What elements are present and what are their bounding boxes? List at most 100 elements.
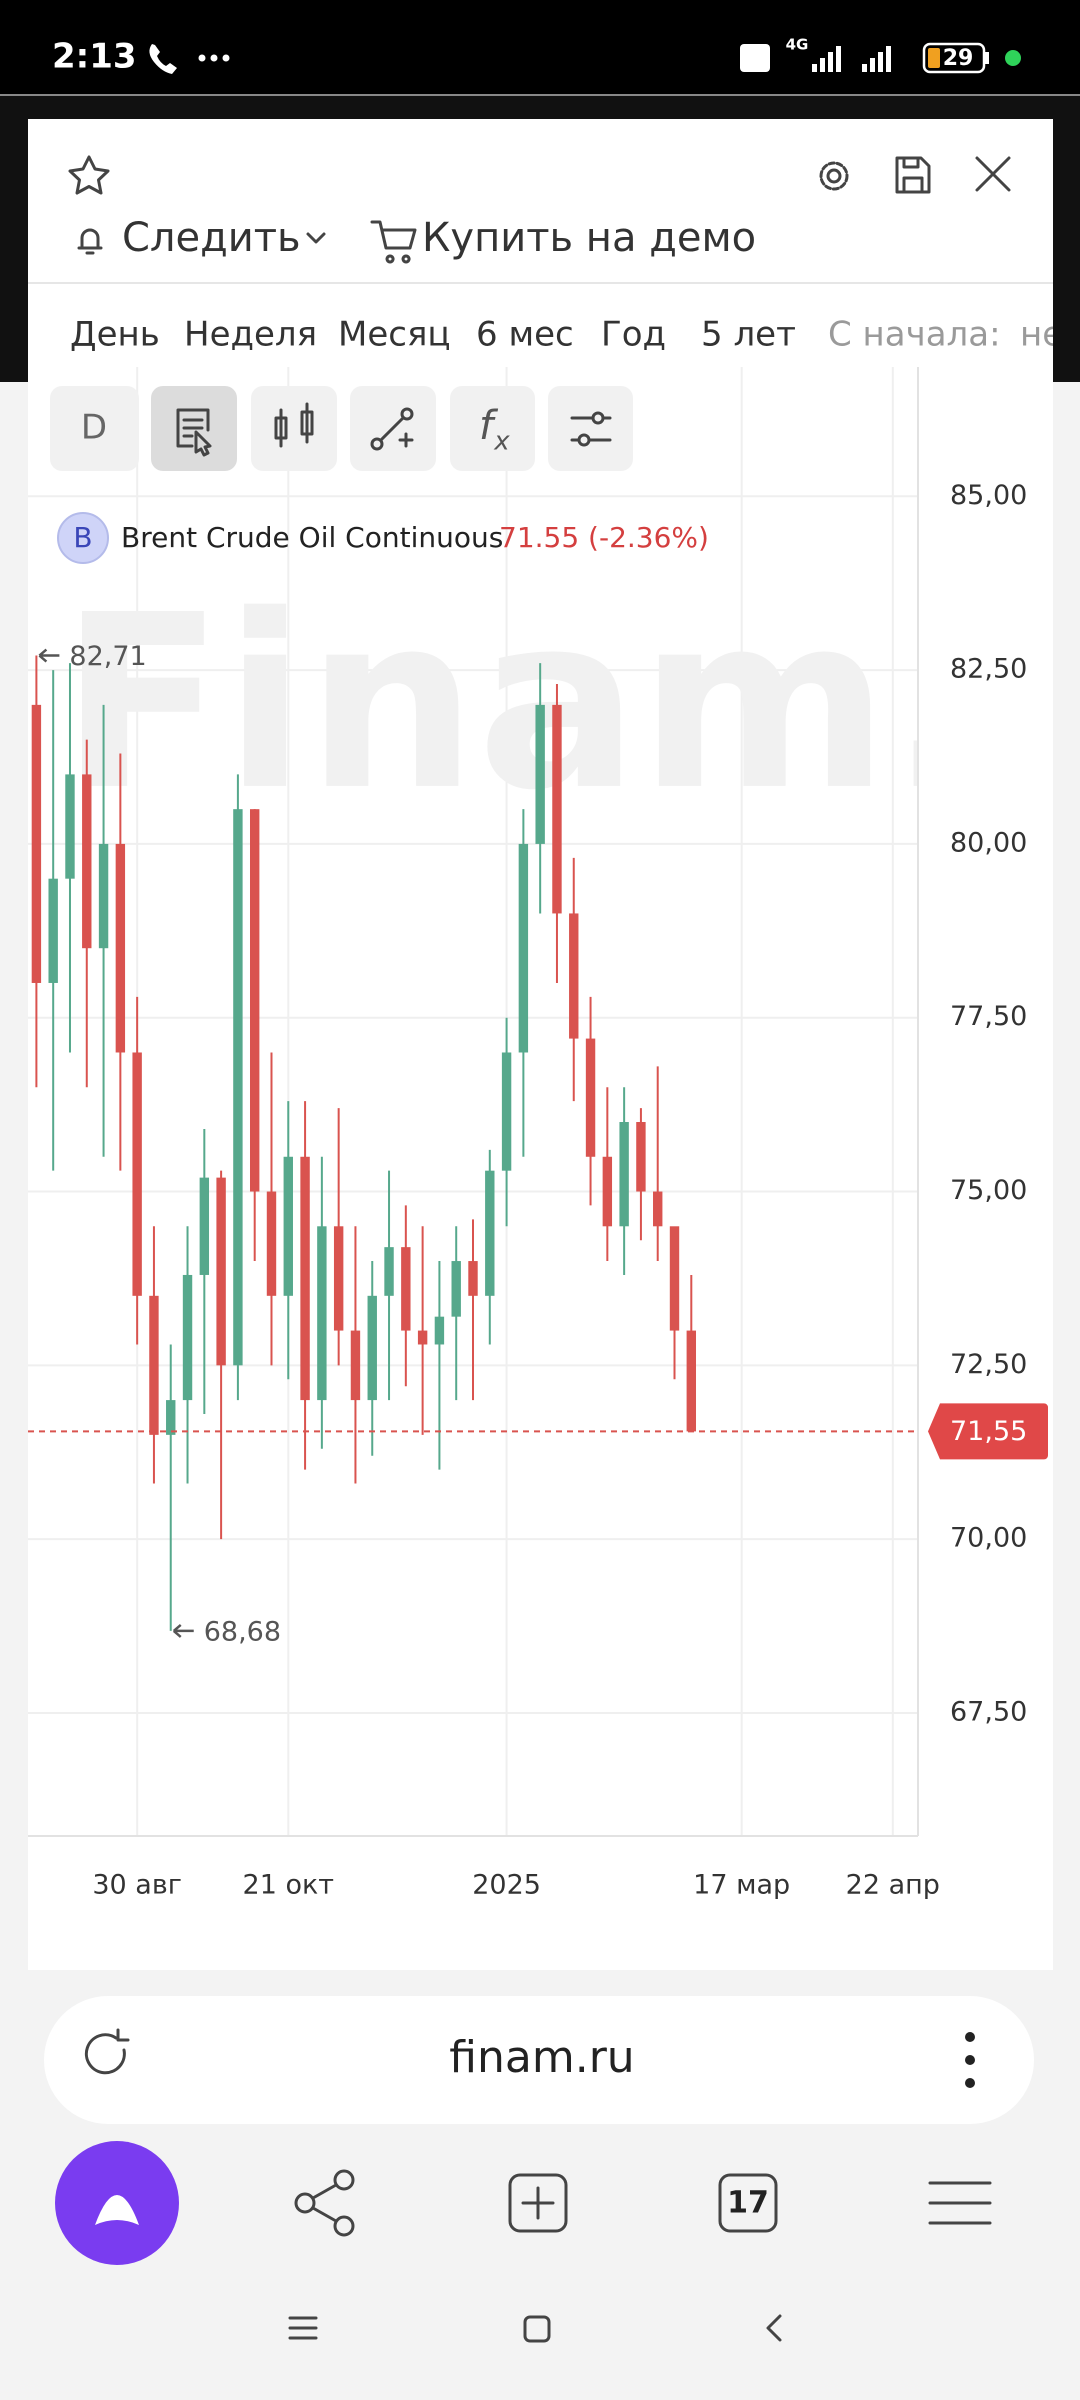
candle-body xyxy=(132,1052,142,1296)
y-tick-label: 75,00 xyxy=(950,1175,1027,1206)
candle-body xyxy=(485,1170,495,1296)
battery-level xyxy=(928,48,940,68)
url-bar[interactable] xyxy=(44,1996,1034,2124)
candle-body xyxy=(249,809,260,1192)
share-button[interactable] xyxy=(294,2169,355,2237)
candle-body xyxy=(434,1316,445,1345)
network-type: 4G xyxy=(786,36,809,54)
legend-badge xyxy=(57,512,109,564)
candle-body xyxy=(149,1295,159,1435)
status-bar xyxy=(0,0,1080,94)
watermark: Finam. xyxy=(60,563,980,843)
cart-icon[interactable] xyxy=(370,220,417,264)
clock: 2:13 xyxy=(52,37,137,77)
tabs-count[interactable]: 17 xyxy=(727,2186,769,2221)
battery xyxy=(922,42,986,74)
candle-body xyxy=(350,1330,361,1401)
new-tab-button[interactable] xyxy=(508,2173,568,2233)
period-tab[interactable]: С начала: xyxy=(828,315,1001,355)
dot-indicator xyxy=(1005,50,1021,66)
candle-body xyxy=(31,704,42,983)
close-icon[interactable] xyxy=(975,156,1011,192)
legend-price: 71.55 (-2.36%) xyxy=(499,521,709,554)
candle-body xyxy=(82,774,92,949)
more-icon xyxy=(198,54,230,62)
candle-body xyxy=(300,1156,310,1401)
bell-icon[interactable] xyxy=(77,228,103,255)
candle-body xyxy=(569,913,579,1039)
candle-body xyxy=(65,774,75,879)
menu-button[interactable] xyxy=(928,2181,992,2225)
tabs-button[interactable] xyxy=(718,2173,778,2233)
candle-body xyxy=(653,1191,663,1227)
candle-body xyxy=(619,1122,629,1227)
x-tick-label: 2025 xyxy=(472,1870,541,1901)
annotation-label: 68,68 xyxy=(204,1616,281,1647)
period-tab[interactable]: Неделя xyxy=(184,315,317,355)
candle-body xyxy=(636,1122,646,1192)
save-icon[interactable] xyxy=(895,156,931,194)
follow-button[interactable]: Следить xyxy=(122,215,301,261)
system-nav[interactable] xyxy=(288,2314,782,2343)
buy-demo-button[interactable]: Купить на демо xyxy=(422,215,756,261)
x-tick-label: 21 окт xyxy=(243,1870,335,1901)
chart: Finam. 67,50 70,00 72,50 75,00 77,50 80,00 82,… xyxy=(28,367,1048,1901)
candle-body xyxy=(535,704,545,844)
candle-body xyxy=(602,1156,613,1227)
last-price-label: 71,55 xyxy=(950,1416,1027,1447)
reload-icon[interactable] xyxy=(84,2028,130,2075)
candle-body xyxy=(48,878,58,983)
drawing-icon xyxy=(370,407,414,451)
candles-button[interactable] xyxy=(251,386,337,471)
y-tick-label: 67,50 xyxy=(950,1696,1027,1727)
indicators-button[interactable] xyxy=(450,386,535,471)
period-tab[interactable]: не xyxy=(1020,315,1063,355)
candle-body xyxy=(266,1191,277,1296)
last-price-tag xyxy=(928,1403,1048,1460)
candle-body xyxy=(552,704,562,914)
indicators-x: x xyxy=(493,427,510,457)
settings-icon[interactable] xyxy=(819,161,849,191)
y-tick-label: 85,00 xyxy=(950,480,1027,511)
candle-body xyxy=(585,1038,596,1157)
x-tick-label: 17 мар xyxy=(693,1870,790,1901)
settings-button[interactable] xyxy=(548,386,633,471)
candle-body xyxy=(182,1274,193,1401)
chart-type-icon xyxy=(176,408,212,457)
candle-body xyxy=(417,1330,428,1345)
y-tick-label: 70,00 xyxy=(950,1523,1027,1554)
favorite-star[interactable] xyxy=(68,155,110,195)
y-tick-label: 80,00 xyxy=(950,827,1027,858)
x-tick-label: 30 авг xyxy=(92,1870,182,1901)
candles-icon xyxy=(274,402,314,448)
battery-percent: 29 xyxy=(943,46,974,71)
candle-body xyxy=(669,1226,680,1331)
grid xyxy=(28,367,918,1836)
legend-badge-letter: B xyxy=(73,521,92,554)
assistant-logo xyxy=(95,2195,139,2225)
candle-body xyxy=(384,1247,394,1296)
candle-body xyxy=(233,809,243,1366)
annotation-arrow xyxy=(172,1623,194,1638)
annotation-label: 82,71 xyxy=(69,641,146,672)
candle-body xyxy=(401,1247,411,1331)
candle-body xyxy=(686,1330,697,1432)
candle-body xyxy=(166,1400,176,1435)
interval-button[interactable] xyxy=(50,386,139,471)
period-tab[interactable]: Месяц xyxy=(338,315,451,355)
url[interactable]: finam.ru xyxy=(449,2032,634,2083)
call-icon xyxy=(149,44,177,74)
period-tab[interactable]: Год xyxy=(601,315,666,355)
menu-dots[interactable] xyxy=(965,2032,975,2088)
period-tab[interactable]: 5 лет xyxy=(701,315,796,355)
chevron[interactable] xyxy=(306,232,326,244)
candle-body xyxy=(98,843,109,949)
period-tab[interactable]: 6 мес xyxy=(476,315,574,355)
y-tick-label: 72,50 xyxy=(950,1349,1027,1380)
candle-body xyxy=(199,1177,210,1275)
period-tab[interactable]: День xyxy=(70,315,160,355)
x-tick-label: 22 апр xyxy=(846,1870,940,1901)
period-tabs: День Неделя Месяц 6 мес Год 5 лет С начала: не xyxy=(70,315,1063,355)
